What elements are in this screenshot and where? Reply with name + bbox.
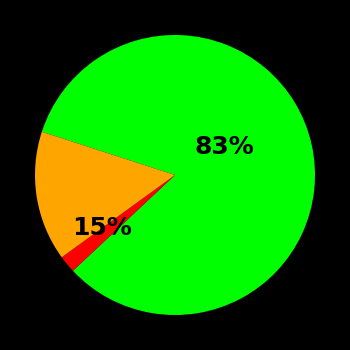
Wedge shape bbox=[62, 175, 175, 271]
Text: 15%: 15% bbox=[72, 216, 132, 240]
Text: 83%: 83% bbox=[194, 135, 254, 159]
Wedge shape bbox=[35, 132, 175, 257]
Wedge shape bbox=[42, 35, 315, 315]
